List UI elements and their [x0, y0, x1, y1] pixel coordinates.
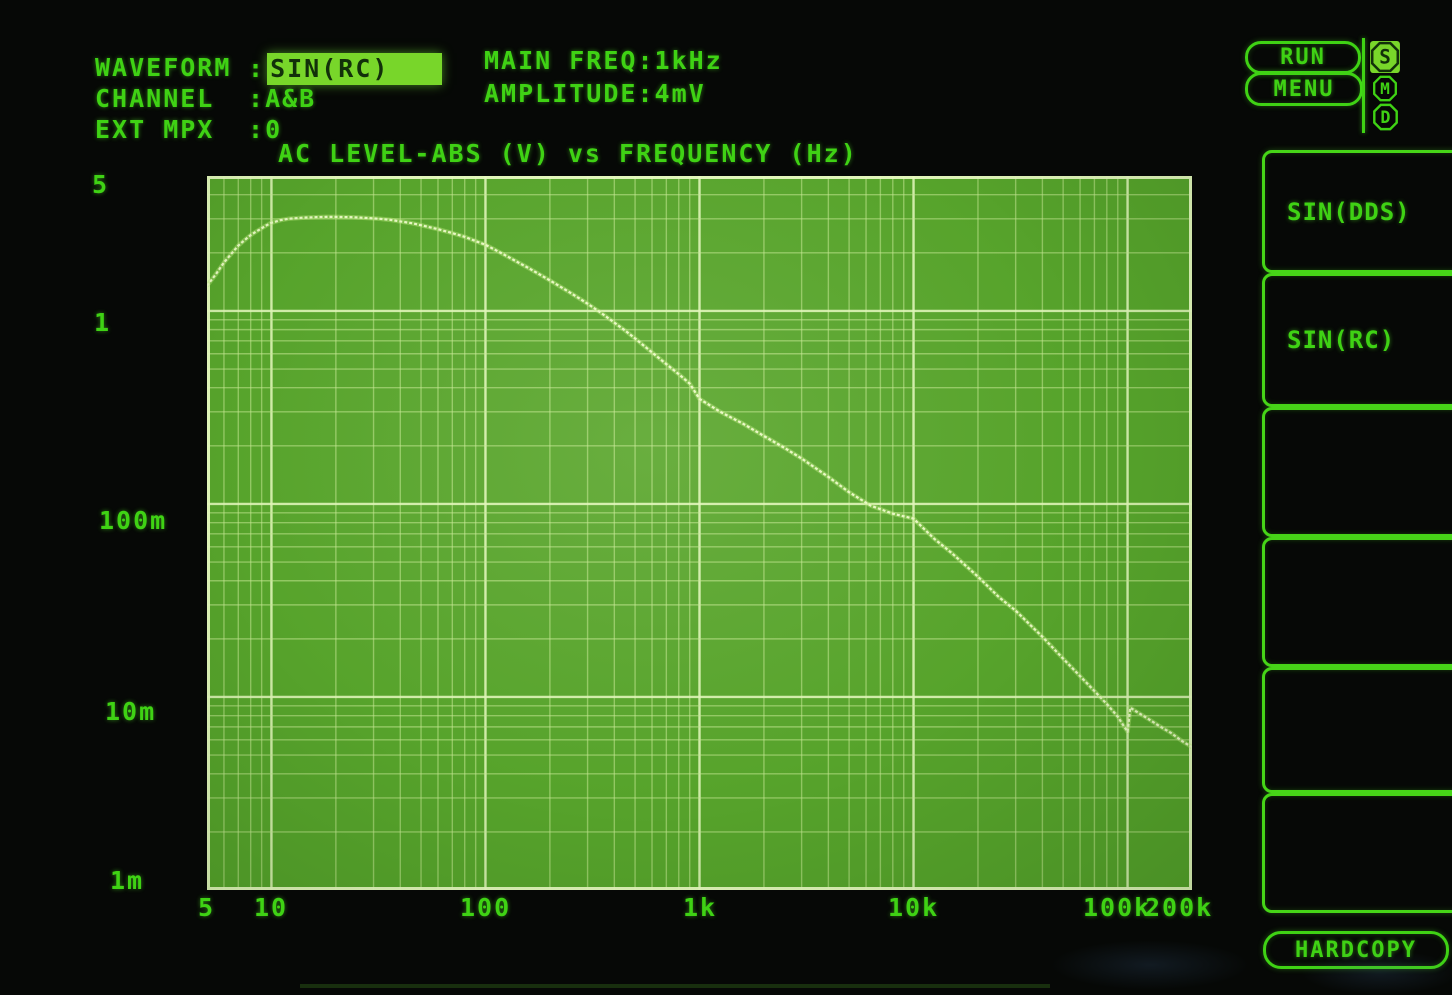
x-tick-100k: 100k — [1083, 893, 1152, 922]
main-freq-value: 1kHz — [654, 46, 723, 75]
plot-border — [207, 176, 1192, 890]
y-tick-10m: 10m — [105, 697, 157, 726]
softkey-sin-dds[interactable]: SIN(DDS) — [1262, 150, 1452, 273]
ext-mpx-value: 0 — [265, 115, 283, 144]
crt-bottom-glow — [300, 984, 1050, 988]
waveform-value[interactable]: SIN(RC) — [267, 53, 443, 85]
ext-mpx-label: EXT MPX — [95, 115, 215, 144]
waveform-label: WAVEFORM — [95, 53, 232, 82]
amplitude-value: 4mV — [654, 79, 706, 108]
chart-title: AC LEVEL-ABS (V) vs FREQUENCY (Hz) — [278, 139, 858, 168]
amplitude-field: AMPLITUDE:4mV — [484, 79, 706, 108]
status-badge-m-letter: M — [1380, 79, 1390, 98]
y-tick-5: 5 — [92, 170, 110, 199]
softkey-label: SIN(DDS) — [1287, 197, 1411, 226]
softkey-blank-4[interactable] — [1262, 793, 1452, 913]
menu-button[interactable]: MENU — [1245, 72, 1363, 106]
channel-value: A&B — [265, 84, 317, 113]
softkey-blank-1[interactable] — [1262, 407, 1452, 537]
colon: : — [637, 46, 655, 75]
indicator-separator — [1362, 38, 1365, 133]
y-tick-1: 1 — [94, 308, 112, 337]
channel-label: CHANNEL — [95, 84, 215, 113]
x-tick-10k: 10k — [888, 893, 940, 922]
x-tick-200k: 200k — [1145, 893, 1214, 922]
x-tick-1k: 1k — [683, 893, 718, 922]
colon: : — [637, 79, 655, 108]
status-badge-m: M — [1373, 75, 1397, 102]
y-tick-100m: 100m — [99, 506, 168, 535]
softkey-sin-rc[interactable]: SIN(RC) — [1262, 273, 1452, 407]
main-freq-field: MAIN FREQ:1kHz — [484, 46, 723, 75]
status-badge-d: D — [1373, 103, 1398, 131]
run-button[interactable]: RUN — [1245, 41, 1361, 74]
x-tick-5: 5 — [198, 893, 216, 922]
softkey-label: SIN(RC) — [1287, 326, 1396, 354]
softkey-blank-2[interactable] — [1262, 537, 1452, 667]
softkey-blank-3[interactable] — [1262, 667, 1452, 793]
channel-field: :A&B — [248, 84, 316, 113]
reflection-smudge — [1050, 940, 1250, 990]
main-freq-label: MAIN FREQ — [484, 46, 638, 75]
ext-mpx-field: :0 — [248, 115, 282, 144]
plot-area — [207, 176, 1192, 890]
colon: : — [248, 54, 266, 83]
x-tick-10: 10 — [254, 893, 289, 922]
status-badge-s-letter: S — [1379, 46, 1391, 69]
colon: : — [248, 115, 266, 144]
frequency-response-trace — [207, 215, 1192, 749]
waveform-field: : SIN(RC) — [248, 53, 443, 85]
colon: : — [248, 84, 266, 113]
plot-canvas — [207, 176, 1192, 890]
hardcopy-button[interactable]: HARDCOPY — [1263, 931, 1449, 969]
status-badge-s: S — [1370, 41, 1400, 73]
y-tick-1m: 1m — [110, 866, 145, 895]
x-tick-100: 100 — [460, 893, 512, 922]
status-badge-d-letter: D — [1380, 107, 1390, 127]
amplitude-label: AMPLITUDE — [484, 79, 638, 108]
